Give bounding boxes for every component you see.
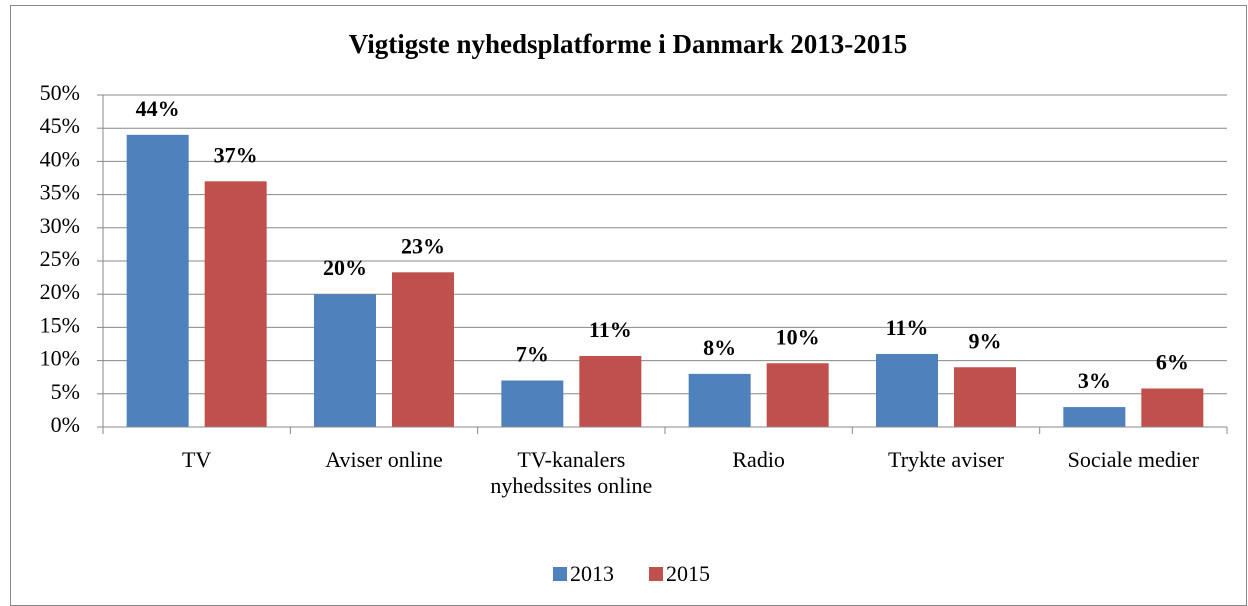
bar (1141, 388, 1204, 427)
data-label: 6% (1156, 350, 1189, 375)
bar (954, 367, 1016, 427)
data-label: 8% (703, 335, 736, 360)
bar (876, 353, 938, 427)
y-tick-label: 40% (40, 146, 80, 171)
bar (579, 355, 642, 427)
bar (314, 294, 376, 427)
legend-label: 2013 (570, 561, 614, 586)
x-tick-label: Radio (732, 447, 785, 472)
bar (1063, 407, 1126, 427)
bar (688, 373, 751, 427)
y-tick-label: 10% (40, 346, 80, 371)
y-tick-label: 30% (40, 213, 80, 238)
y-tick-label: 20% (40, 279, 80, 304)
y-tick-label: 25% (40, 246, 80, 271)
bar (392, 272, 454, 427)
x-tick-label: TV (181, 447, 212, 472)
legend-swatch (553, 567, 567, 581)
y-tick-label: 15% (40, 312, 80, 337)
y-tick-label: 0% (51, 412, 80, 437)
chart-title: Vigtigste nyhedsplatforme i Danmark 2013… (349, 29, 907, 59)
x-tick-label: Sociale medier (1067, 447, 1199, 472)
data-label: 10% (776, 324, 820, 349)
data-label: 9% (969, 328, 1002, 353)
data-label: 3% (1078, 368, 1111, 393)
y-tick-label: 45% (40, 113, 80, 138)
data-label: 37% (214, 142, 258, 167)
x-tick-label: TV-kanalers nyhedssites online (490, 447, 653, 498)
data-label: 20% (323, 255, 367, 280)
bar (501, 380, 564, 427)
y-tick-label: 50% (40, 80, 80, 105)
data-label: 11% (886, 315, 929, 340)
data-label: 7% (516, 342, 549, 367)
bar (126, 134, 189, 427)
legend-label: 2015 (666, 561, 710, 586)
data-label: 44% (136, 96, 180, 121)
data-label: 23% (401, 233, 445, 258)
bar (766, 363, 829, 427)
legend-swatch (649, 567, 663, 581)
data-label: 11% (589, 317, 632, 342)
y-tick-label: 5% (51, 379, 80, 404)
x-tick-label: Trykte aviser (888, 447, 1004, 472)
y-tick-label: 35% (40, 180, 80, 205)
x-tick-label: Aviser online (325, 447, 443, 472)
bar (204, 181, 267, 427)
